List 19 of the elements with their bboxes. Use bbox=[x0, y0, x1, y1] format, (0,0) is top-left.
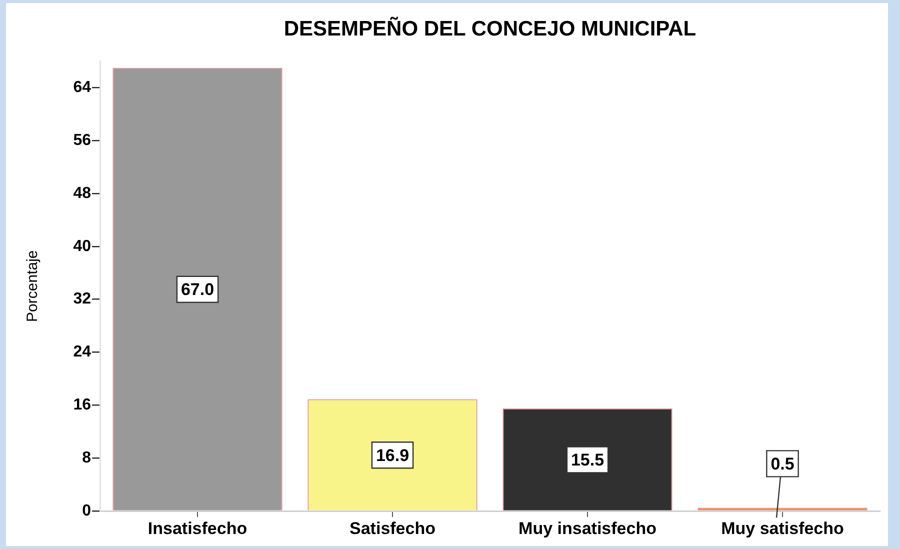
y-tick-label: 24 bbox=[73, 344, 92, 361]
data-label: 0.5 bbox=[770, 454, 794, 474]
y-tick-label: 40 bbox=[73, 238, 92, 255]
x-tick-label: Muy insatisfecho bbox=[518, 518, 656, 538]
data-label: 15.5 bbox=[570, 450, 604, 470]
y-axis-title: Porcentaje bbox=[24, 250, 42, 322]
y-tick-label: 8 bbox=[82, 449, 92, 466]
x-tick-label: Insatisfecho bbox=[148, 518, 248, 538]
y-tick-label: 0 bbox=[82, 502, 92, 520]
y-tick-label: 16 bbox=[73, 396, 92, 414]
y-tick-label: 48 bbox=[73, 184, 92, 202]
x-tick-label: Muy satisfecho bbox=[721, 518, 844, 538]
y-tick-label: 32 bbox=[73, 290, 92, 308]
data-label: 16.9 bbox=[376, 446, 410, 465]
chart-title: DESEMPEÑO DEL CONCEJO MUNICIPAL bbox=[284, 16, 696, 40]
y-tick-label: 56 bbox=[73, 132, 92, 149]
y-tick-label: 64 bbox=[73, 79, 92, 96]
x-tick-label: Satisfecho bbox=[350, 518, 436, 538]
data-label: 67.0 bbox=[180, 280, 214, 300]
